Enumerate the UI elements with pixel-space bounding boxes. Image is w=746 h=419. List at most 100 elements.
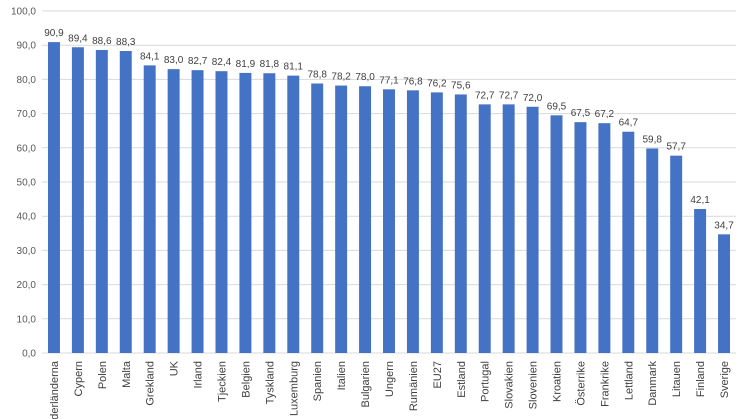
category-label: Cypern [73,361,85,396]
category-label: Sverige [719,361,731,398]
bar [47,42,60,353]
bar [335,85,348,353]
data-label: 75,6 [451,80,471,91]
y-tick-label: 70,0 [17,109,37,120]
data-label: 88,6 [92,36,112,47]
category-label: Nederländerna [49,360,61,419]
data-label: 77,1 [379,75,399,86]
data-label: 78,2 [331,72,351,83]
category-label: Lettland [623,361,635,400]
category-label: Irland [193,361,205,389]
data-label: 72,7 [499,90,519,101]
category-label: EU27 [432,361,444,389]
category-label: Malta [121,360,133,388]
data-label: 78,0 [355,72,375,83]
bar [598,123,611,354]
bar [191,70,204,353]
bar [167,69,180,353]
category-label: Tjeckien [216,361,228,402]
y-tick-label: 0,0 [22,349,36,360]
y-tick-label: 60,0 [17,143,37,154]
bar [215,71,228,353]
bar [550,115,563,353]
data-label: 84,1 [140,51,160,62]
bar [95,49,108,353]
category-label: Finland [695,361,707,397]
data-label: 67,2 [595,109,615,120]
y-tick-label: 20,0 [17,280,37,291]
data-label: 81,1 [284,62,304,73]
data-label: 89,4 [68,33,88,44]
category-label: Bulgarien [360,361,372,407]
category-label: Slovenien [528,361,540,409]
data-label: 69,5 [547,101,567,112]
bar [406,90,419,354]
data-label: 78,8 [307,70,327,81]
category-label: Danmark [647,361,659,406]
bar [526,106,539,353]
data-label: 59,8 [643,134,663,145]
bar [359,86,372,354]
category-label: Polen [97,361,109,389]
y-tick-label: 50,0 [17,178,37,189]
bar [670,155,683,353]
bar [143,65,156,354]
category-label: Grekland [145,361,157,406]
bar [287,75,300,353]
bar [646,148,659,353]
category-label: Estland [456,361,468,398]
bar [430,92,443,354]
category-label: Kroatien [552,361,564,402]
data-label: 72,0 [523,93,543,104]
bar [454,94,467,353]
bar [502,104,515,353]
y-tick-label: 80,0 [17,75,37,86]
category-label: Italien [336,361,348,390]
data-labels: 90,9 89,4 88,6 88,3 84,1 83,0 82,7 82,4 81,9 81,8… [44,28,734,231]
category-label: Belgien [240,361,252,398]
data-label: 83,0 [164,55,184,66]
bar [119,51,132,353]
bar [718,234,731,353]
category-label: Tyskland [264,361,276,404]
bar [383,89,395,354]
data-label: 64,7 [619,118,639,129]
y-axis-ticks: 0,0 10,0 20,0 30,0 40,0 50,0 60,0 70,0 80,0 90,0 1… [11,7,36,360]
y-tick-label: 30,0 [17,246,37,257]
category-label: Österrike [575,361,587,406]
y-tick-label: 40,0 [17,212,37,223]
data-label: 67,5 [571,108,591,119]
y-tick-label: 100,0 [11,7,36,18]
data-label: 57,7 [666,142,686,153]
bar [574,122,587,354]
data-label: 34,7 [714,220,734,231]
y-tick-label: 90,0 [17,41,37,52]
data-label: 76,8 [403,76,423,87]
category-label: Luxemburg [288,361,300,416]
category-label: Litauen [671,361,683,397]
category-label: Spanien [312,361,324,401]
data-label: 76,2 [427,78,447,89]
data-label: 82,4 [212,57,232,68]
data-label: 88,3 [116,37,136,48]
data-label: 90,9 [44,28,64,39]
bar [311,83,324,353]
category-label: Ungern [384,361,396,397]
category-label: Frankrike [599,361,611,407]
data-label: 81,8 [260,59,280,70]
y-tick-label: 10,0 [17,314,37,325]
bar [239,72,252,353]
bar [478,104,491,353]
data-label: 42,1 [690,195,710,206]
category-label: Rumänien [408,361,420,411]
bar [71,47,84,353]
bar [263,73,276,353]
bars [47,42,731,354]
data-label: 82,7 [188,56,208,67]
data-label: 81,9 [236,59,256,70]
category-label: UK [169,360,181,376]
category-label: Portugal [480,361,492,402]
category-label: Slovakien [504,361,516,409]
data-label: 72,7 [475,90,495,101]
